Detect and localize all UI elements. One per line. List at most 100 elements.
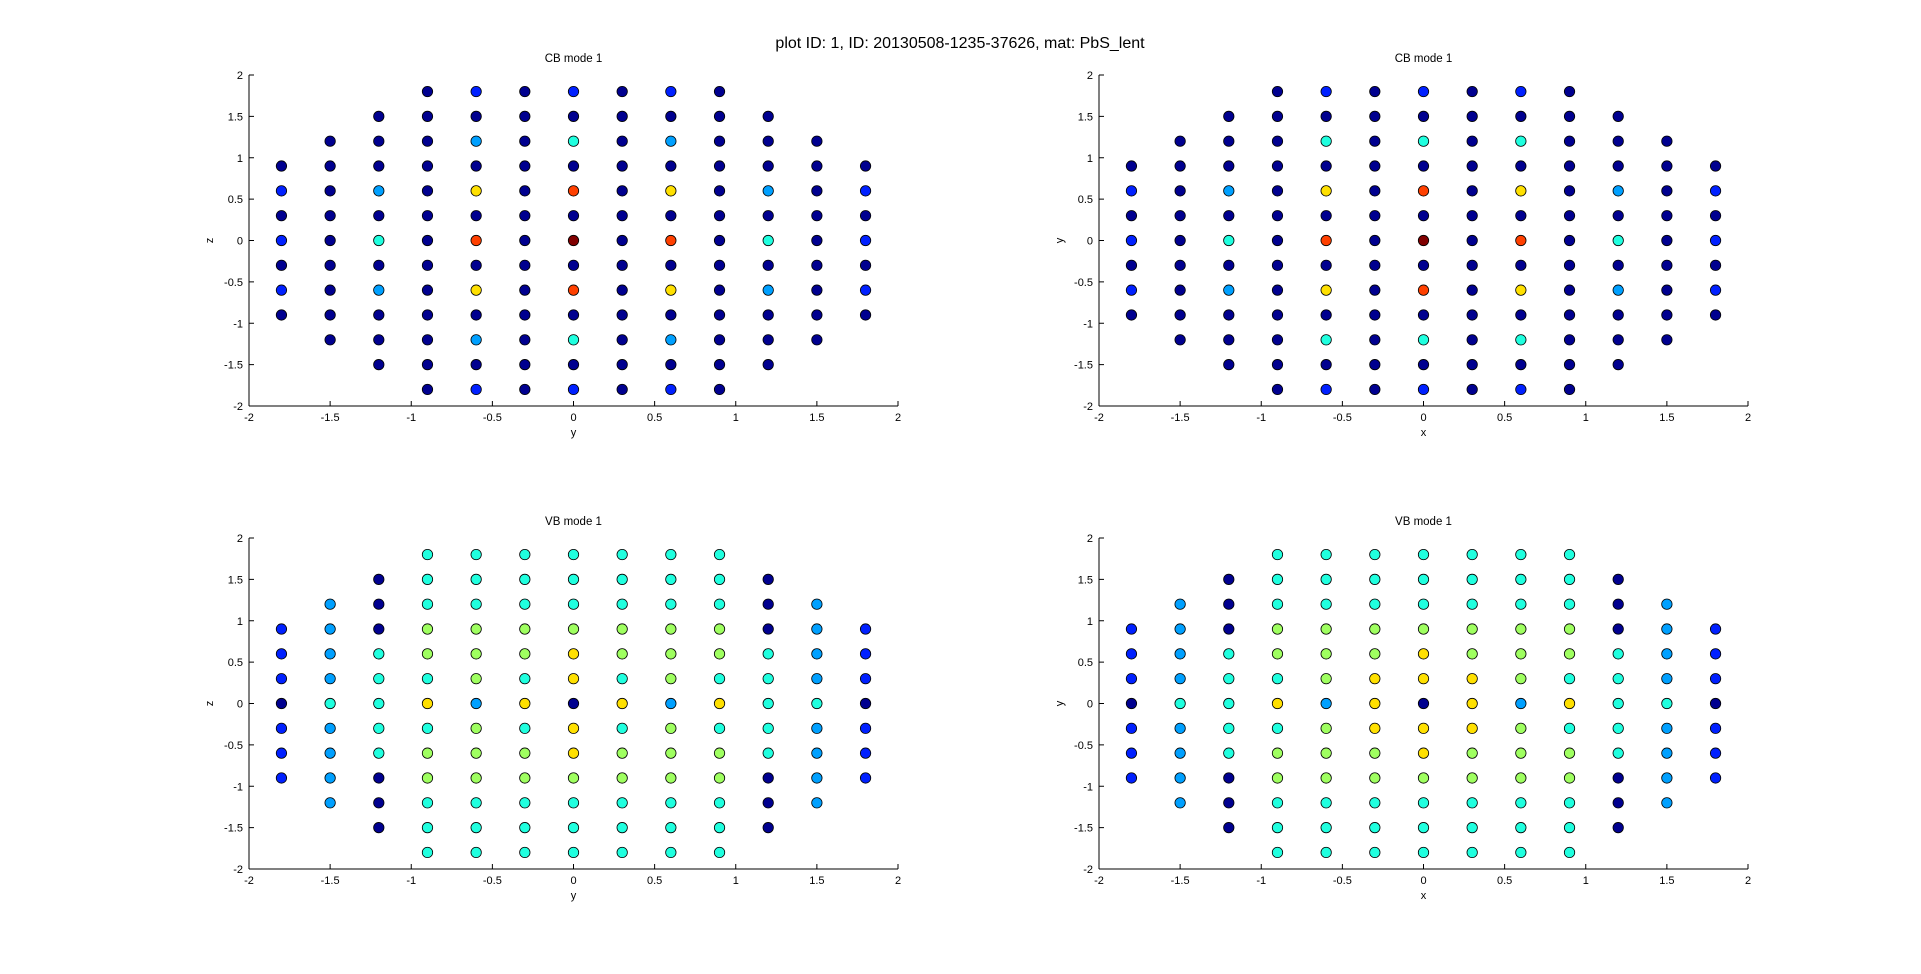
scatter-point <box>713 284 726 296</box>
scatter-point <box>1174 259 1186 271</box>
y-tick-label: 1 <box>1087 153 1093 165</box>
scatter-point <box>1369 548 1381 561</box>
scatter-point <box>1271 210 1284 222</box>
scatter-point <box>1369 383 1381 396</box>
scatter-point <box>1563 383 1576 396</box>
scatter-point <box>1320 359 1332 371</box>
scatter-point <box>713 110 726 122</box>
scatter-point <box>1709 284 1722 296</box>
scatter-point <box>616 573 628 585</box>
scatter-point <box>519 135 531 147</box>
scatter-point <box>519 648 531 660</box>
scatter-point <box>275 697 288 710</box>
scatter-point <box>1515 648 1527 660</box>
scatter-point <box>1661 259 1673 271</box>
scatter-point <box>324 772 336 784</box>
scatter-point <box>811 309 823 321</box>
scatter-point <box>811 797 823 809</box>
scatter-point <box>811 259 823 271</box>
scatter-point <box>373 598 385 610</box>
scatter-point <box>1661 284 1673 296</box>
scatter-point <box>519 822 531 834</box>
scatter-point <box>665 234 677 247</box>
scatter-point <box>1661 210 1673 222</box>
scatter-point <box>373 772 385 784</box>
scatter-point <box>1612 598 1624 610</box>
x-tick-label: 1 <box>1583 875 1589 887</box>
scatter-point <box>1661 747 1673 759</box>
scatter-point <box>519 309 531 321</box>
scatter-point <box>1466 697 1478 710</box>
scatter-point <box>1417 548 1430 561</box>
scatter-point <box>1661 697 1673 710</box>
scatter-point <box>762 747 774 759</box>
scatter-point <box>1223 259 1235 271</box>
scatter-point <box>616 697 628 710</box>
scatter-point <box>1271 234 1284 247</box>
scatter-point <box>762 135 774 147</box>
scatter-point <box>1563 284 1576 296</box>
scatter-point <box>1563 623 1576 635</box>
scatter-point <box>324 797 336 809</box>
scatter-point <box>1466 110 1478 122</box>
y-tick-label: 1 <box>237 153 243 165</box>
scatter-point <box>665 548 677 561</box>
scatter-point <box>1612 210 1624 222</box>
scatter-point <box>1515 822 1527 834</box>
scatter-point <box>470 334 482 346</box>
scatter-point <box>373 722 385 734</box>
scatter-point <box>1271 110 1284 122</box>
scatter-point <box>859 309 872 321</box>
y-tick-label: 0 <box>1087 699 1093 711</box>
scatter-point <box>1369 334 1381 346</box>
scatter-point <box>1369 359 1381 371</box>
scatter-point <box>1417 598 1430 610</box>
scatter-point <box>859 623 872 635</box>
scatter-point <box>1515 598 1527 610</box>
scatter-point <box>1223 797 1235 809</box>
scatter-point <box>421 160 434 172</box>
scatter-point <box>1223 747 1235 759</box>
scatter-point <box>567 234 580 247</box>
scatter-point <box>811 210 823 222</box>
scatter-point <box>616 110 628 122</box>
scatter-point <box>373 160 385 172</box>
scatter-point <box>859 772 872 784</box>
scatter-point <box>1466 234 1478 247</box>
scatter-point <box>421 234 434 247</box>
scatter-point <box>1271 822 1284 834</box>
scatter-point <box>859 210 872 222</box>
scatter-point <box>811 722 823 734</box>
scatter-point <box>1320 648 1332 660</box>
scatter-point <box>421 846 434 859</box>
scatter-point <box>1515 623 1527 635</box>
scatter-point <box>811 598 823 610</box>
scatter-point <box>373 259 385 271</box>
scatter-point <box>713 160 726 172</box>
scatter-point <box>811 623 823 635</box>
scatter-point <box>1320 673 1332 685</box>
scatter-point <box>1709 259 1722 271</box>
scatter-point <box>1369 234 1381 247</box>
scatter-point <box>1563 673 1576 685</box>
scatter-point <box>1661 648 1673 660</box>
scatter-point <box>1612 160 1624 172</box>
scatter-point <box>519 797 531 809</box>
scatter-point <box>1612 234 1624 247</box>
scatter-point <box>275 309 288 321</box>
scatter-point <box>324 185 336 197</box>
scatter-point <box>567 846 580 859</box>
scatter-point <box>275 648 288 660</box>
x-tick-label: -0.5 <box>483 875 502 887</box>
scatter-point <box>1612 747 1624 759</box>
scatter-point <box>1125 648 1138 660</box>
scatter-point <box>324 598 336 610</box>
scatter-point <box>665 673 677 685</box>
x-tick-label: 0 <box>1420 412 1426 424</box>
scatter-point <box>1369 259 1381 271</box>
scatter-point <box>470 772 482 784</box>
scatter-point <box>1661 623 1673 635</box>
scatter-point <box>1223 623 1235 635</box>
scatter-point <box>1515 697 1527 710</box>
scatter-point <box>1515 548 1527 561</box>
